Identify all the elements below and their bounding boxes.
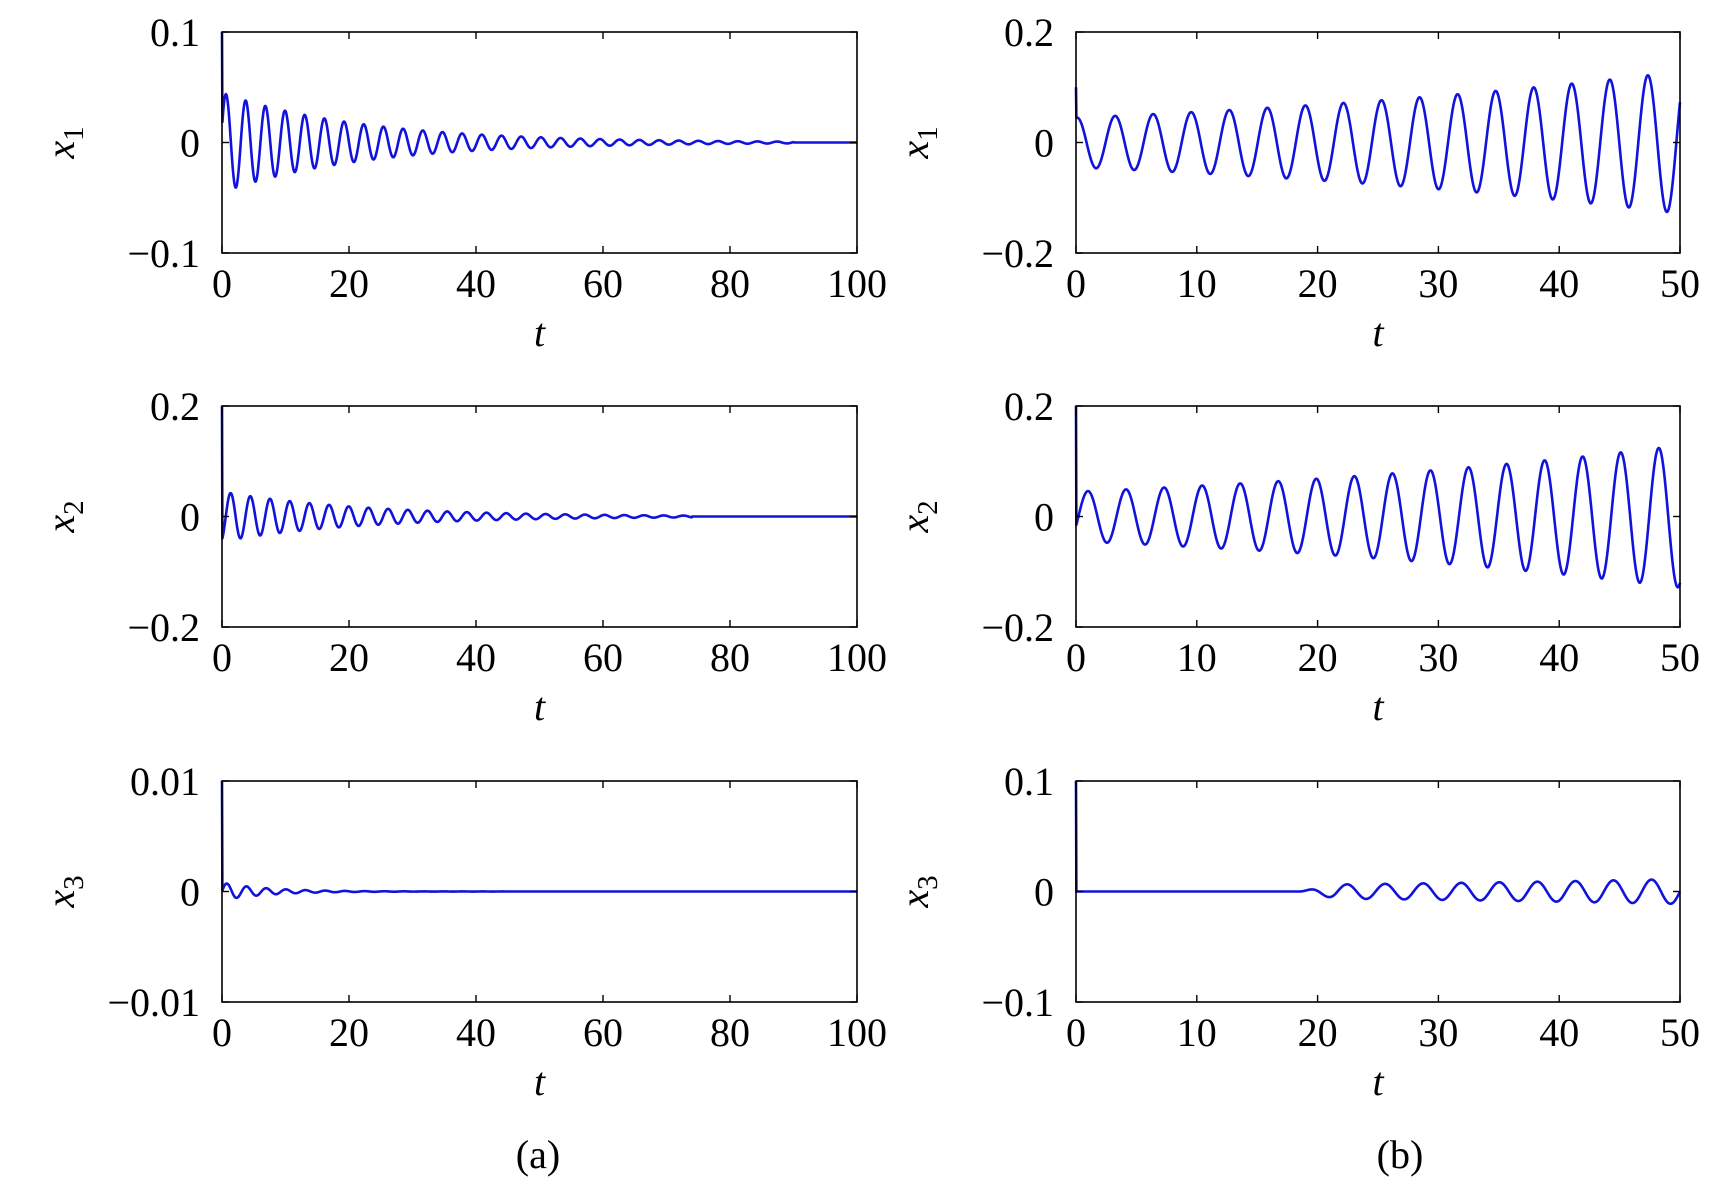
x-tick-label-b2-0: 0 (1066, 635, 1086, 680)
y-tick-label-b1-0: −0.2 (981, 231, 1054, 276)
x-tick-label-b2-2: 20 (1298, 635, 1338, 680)
x-tick-label-a2-5: 100 (827, 635, 887, 680)
x-tick-label-a3-3: 60 (583, 1010, 623, 1055)
series-line-b3 (1074, 780, 1682, 906)
y-axis-label-subscript: 3 (912, 875, 944, 890)
y-axis-label-var: x (38, 890, 83, 909)
y-tick-label-b2-0: −0.2 (981, 605, 1054, 650)
x-tick-label-a2-2: 40 (456, 635, 496, 680)
x-tick-label-a1-5: 100 (827, 261, 887, 306)
panel-caption-b: (b) (1377, 1132, 1424, 1177)
x-tick-label-b1-5: 50 (1660, 261, 1700, 306)
series-line-a1 (220, 31, 858, 189)
x-tick-label-a3-5: 100 (827, 1010, 887, 1055)
x-axis-label-a3: t (534, 1059, 546, 1104)
y-axis-label-subscript: 1 (912, 126, 944, 141)
y-axis-label-a3: x3 (38, 875, 90, 908)
y-axis-label-var: x (892, 890, 937, 909)
y-axis-label-var: x (892, 515, 937, 534)
y-axis-label-b3: x3 (892, 875, 944, 908)
x-axis-label-a1: t (534, 310, 546, 355)
series-line-b2 (1074, 405, 1682, 589)
y-axis-label-subscript: 3 (58, 875, 90, 890)
plot-frame-b1 (1075, 31, 1681, 254)
x-tick-label-b1-1: 10 (1177, 261, 1217, 306)
x-tick-label-b1-4: 40 (1539, 261, 1579, 306)
x-tick-label-a1-3: 60 (583, 261, 623, 306)
y-axis-label-subscript: 2 (58, 500, 90, 515)
y-tick-label-a1-1: 0 (180, 121, 200, 166)
x-tick-label-a2-1: 20 (329, 635, 369, 680)
chart-b1: 0 10 20 30 40 50 −0.2 0 0.2 t x1 (892, 10, 1700, 355)
y-axis-label-var: x (38, 515, 83, 534)
y-tick-label-b2-2: 0.2 (1004, 384, 1054, 429)
chart-b2: 0 10 20 30 40 50 −0.2 0 0.2 t x2 (892, 384, 1700, 729)
series-line-a2 (220, 405, 858, 540)
x-tick-label-b3-2: 20 (1298, 1010, 1338, 1055)
x-tick-label-a2-3: 60 (583, 635, 623, 680)
y-tick-label-b3-0: −0.1 (981, 980, 1054, 1025)
y-axis-label-a2: x2 (38, 500, 90, 533)
x-tick-label-b1-2: 20 (1298, 261, 1338, 306)
y-axis-label-var: x (892, 141, 937, 160)
y-tick-label-b2-1: 0 (1034, 495, 1054, 540)
x-axis-label-b2: t (1372, 684, 1384, 729)
x-tick-label-a1-2: 40 (456, 261, 496, 306)
x-tick-label-a2-0: 0 (212, 635, 232, 680)
x-tick-label-a2-4: 80 (710, 635, 750, 680)
x-tick-label-a3-1: 20 (329, 1010, 369, 1055)
x-tick-label-b2-4: 40 (1539, 635, 1579, 680)
chart-a1: 0 20 40 60 80 100 −0.1 0 0.1 t x1 (38, 10, 887, 355)
x-tick-label-b3-0: 0 (1066, 1010, 1086, 1055)
series-line-a3 (220, 780, 858, 900)
x-tick-label-b3-3: 30 (1418, 1010, 1458, 1055)
y-tick-label-b1-1: 0 (1034, 121, 1054, 166)
y-tick-label-a2-0: −0.2 (127, 605, 200, 650)
y-tick-label-a3-0: −0.01 (107, 980, 200, 1025)
y-axis-label-b1: x1 (892, 126, 944, 159)
x-axis-label-b1: t (1372, 310, 1384, 355)
x-tick-label-b2-5: 50 (1660, 635, 1700, 680)
x-tick-label-b3-1: 10 (1177, 1010, 1217, 1055)
y-tick-label-b3-2: 0.1 (1004, 759, 1054, 804)
x-tick-label-a1-0: 0 (212, 261, 232, 306)
chart-a2: 0 20 40 60 80 100 −0.2 0 0.2 t x2 (38, 384, 887, 729)
y-tick-label-a2-2: 0.2 (150, 384, 200, 429)
y-tick-label-b3-1: 0 (1034, 870, 1054, 915)
x-tick-label-b2-1: 10 (1177, 635, 1217, 680)
x-tick-label-b2-3: 30 (1418, 635, 1458, 680)
y-tick-label-b1-2: 0.2 (1004, 10, 1054, 55)
y-tick-label-a3-1: 0 (180, 870, 200, 915)
x-tick-label-b1-0: 0 (1066, 261, 1086, 306)
x-tick-label-b1-3: 30 (1418, 261, 1458, 306)
chart-b3: 0 10 20 30 40 50 −0.1 0 0.1 t x3 (892, 759, 1700, 1104)
y-tick-label-a1-2: 0.1 (150, 10, 200, 55)
x-axis-label-b3: t (1372, 1059, 1384, 1104)
y-axis-label-b2: x2 (892, 500, 944, 533)
plot-frame-b2 (1075, 405, 1681, 628)
chart-a3: 0 20 40 60 80 100 −0.01 0 0.01 t x3 (38, 759, 887, 1104)
panel-caption-a: (a) (516, 1132, 560, 1177)
y-axis-label-subscript: 1 (58, 126, 90, 141)
series-line-b1 (1074, 74, 1682, 214)
x-tick-label-a3-0: 0 (212, 1010, 232, 1055)
x-tick-label-b3-4: 40 (1539, 1010, 1579, 1055)
y-tick-label-a1-0: −0.1 (127, 231, 200, 276)
x-tick-label-a1-1: 20 (329, 261, 369, 306)
y-axis-label-subscript: 2 (912, 500, 944, 515)
y-axis-label-var: x (38, 141, 83, 160)
x-tick-label-a3-4: 80 (710, 1010, 750, 1055)
x-tick-label-a1-4: 80 (710, 261, 750, 306)
y-axis-label-a1: x1 (38, 126, 90, 159)
x-tick-label-b3-5: 50 (1660, 1010, 1700, 1055)
x-tick-label-a3-2: 40 (456, 1010, 496, 1055)
x-axis-label-a2: t (534, 684, 546, 729)
y-tick-label-a2-1: 0 (180, 495, 200, 540)
y-tick-label-a3-2: 0.01 (130, 759, 200, 804)
